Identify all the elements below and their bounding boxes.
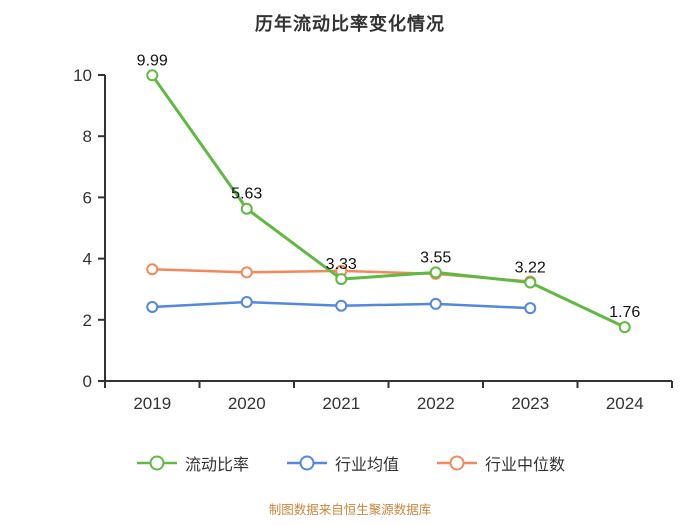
series-line-0 [150,73,627,329]
legend-item-0: 流动比率 [135,451,249,475]
data-label: 3.55 [420,249,451,266]
legend-item-1: 行业均值 [285,451,399,475]
series-marker [524,276,537,289]
data-source-note: 制图数据来自恒生聚源数据库 [268,503,432,517]
data-label: 3.22 [515,259,546,276]
y-tick-label: 0 [83,372,92,391]
x-tick-label: 2024 [606,394,644,413]
legend-line-marker-icon [437,455,477,471]
series-marker [146,300,159,313]
series-marker [524,302,537,315]
line-chart: 0 2 4 6 8 10 2019 2020 2021 2022 2023 2024 9.99 5.63 3… [73,52,673,413]
chart-title: 历年流动比率变化情况 [255,14,445,34]
data-label: 1.76 [609,304,640,321]
legend-label: 行业均值 [334,457,399,474]
y-tick-label: 8 [83,127,92,146]
data-label: 5.63 [231,186,262,203]
y-tick-label: 10 [73,66,92,85]
legend-label: 流动比率 [184,457,249,474]
x-tick-label: 2023 [511,394,549,413]
legend-line-marker-icon [286,455,327,471]
series-marker [146,263,159,276]
data-label: 3.33 [326,256,357,273]
x-tick-label: 2022 [417,394,455,413]
series-marker [146,69,159,82]
series-marker [240,296,253,309]
legend-item-2: 行业中位数 [435,451,565,475]
x-tick-label: 2020 [228,394,266,413]
y-tick-label: 4 [83,250,92,269]
legend: 流动比率 行业均值 行业中位数 [0,446,700,480]
series-marker [335,273,348,286]
y-tick-label: 6 [83,188,92,207]
y-tick-label: 2 [83,311,92,330]
series-marker [240,202,253,215]
series-marker [429,266,442,279]
series-marker [429,297,442,310]
series-marker [240,266,253,279]
legend-line-marker-icon [136,455,177,471]
x-tick-label: 2021 [322,394,360,413]
series-marker [335,299,348,312]
data-label: 9.99 [137,52,168,69]
x-tick-label: 2019 [133,394,171,413]
series-marker [618,321,631,334]
legend-label: 行业中位数 [485,457,566,474]
